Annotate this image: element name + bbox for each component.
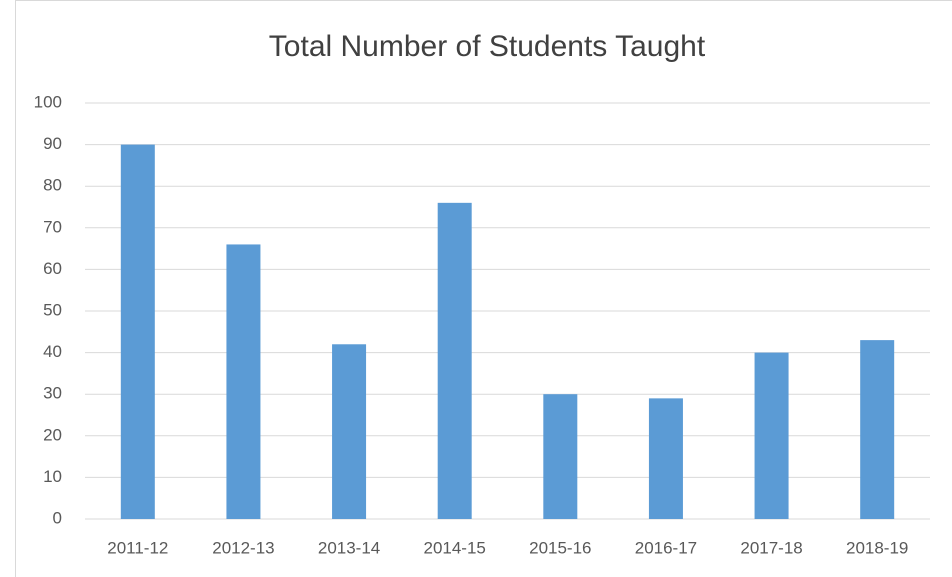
bar: [648, 398, 683, 519]
x-tick-label: 2014-15: [423, 538, 485, 557]
y-tick-label: 90: [43, 134, 62, 153]
chart-frame: [15, 0, 952, 577]
y-tick-label: 30: [43, 384, 62, 403]
y-tick-label: 50: [43, 300, 62, 319]
x-tick-label: 2012-13: [212, 538, 274, 557]
bar: [860, 340, 895, 519]
y-tick-label: 70: [43, 217, 62, 236]
y-tick-label: 20: [43, 425, 62, 444]
x-tick-label: 2017-18: [740, 538, 802, 557]
bar: [754, 352, 789, 519]
x-tick-label: 2016-17: [635, 538, 697, 557]
x-tick-label: 2013-14: [318, 538, 380, 557]
y-tick-label: 10: [43, 467, 62, 486]
chart-title: Total Number of Students Taught: [269, 30, 706, 63]
bar: [543, 394, 578, 519]
bar: [332, 344, 367, 519]
y-tick-label: 0: [53, 508, 62, 527]
y-tick-label: 40: [43, 342, 62, 361]
bar: [120, 144, 155, 519]
bar: [226, 244, 261, 519]
x-tick-label: 2018-19: [846, 538, 908, 557]
x-tick-label: 2015-16: [529, 538, 591, 557]
y-tick-label: 60: [43, 259, 62, 278]
y-tick-label: 100: [34, 92, 62, 111]
bar: [437, 202, 472, 519]
y-tick-label: 80: [43, 176, 62, 195]
x-tick-label: 2011-12: [107, 538, 168, 557]
